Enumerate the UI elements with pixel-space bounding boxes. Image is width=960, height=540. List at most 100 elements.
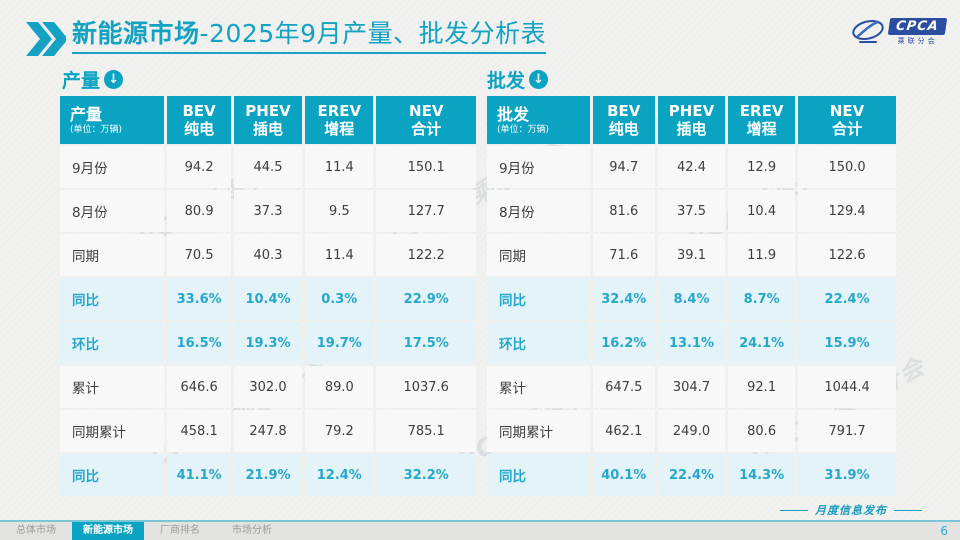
value-cell: 37.5 [657,190,726,232]
value-cell: 40.3 [233,234,303,276]
column-header-cell: BEV 纯电 [592,96,655,144]
row-label-cell: 同期累计 [60,410,165,452]
value-cell: 10.4% [233,278,303,320]
row-label-cell: 累计 [60,366,165,408]
page-title: 新能源市场-2025年9月产量、批发分析表 [72,19,547,54]
footer-label: 月度信息发布 [780,502,922,518]
value-cell: 42.4 [657,146,726,188]
value-cell: 32.2% [376,454,476,496]
value-cell: 92.1 [728,366,796,408]
value-cell: 21.9% [233,454,303,496]
value-cell: 80.9 [167,190,231,232]
value-cell: 11.9 [728,234,796,276]
value-cell: 247.8 [233,410,303,452]
row-label-cell: 同比 [60,278,165,320]
bottom-tab-bar: 总体市场 新能源市场 厂商排名 市场分析 [0,520,960,540]
value-cell: 32.4% [592,278,655,320]
row-label-cell: 8月份 [60,190,165,232]
down-arrow-icon: ↓ [529,70,549,89]
value-cell: 16.2% [592,322,655,364]
tab-4[interactable]: 市场分析 [232,525,272,536]
column-header-cell: NEV 合计 [376,96,476,144]
value-cell: 44.5 [233,146,303,188]
value-cell: 80.6 [728,410,796,452]
value-cell: 13.1% [657,322,726,364]
value-cell: 791.7 [798,410,896,452]
row-label-cell: 同期累计 [487,410,590,452]
value-cell: 22.4% [798,278,896,320]
value-cell: 122.2 [376,234,476,276]
row-label-cell: 同比 [60,454,165,496]
cpca-logo: CPCA 乘联分会 [851,18,948,46]
value-cell: 15.9% [798,322,896,364]
tab-2[interactable]: 新能源市场 [72,522,144,540]
value-cell: 302.0 [233,366,303,408]
tab-3[interactable]: 厂商排名 [160,525,200,536]
column-header-cell: PHEV 插电 [657,96,726,144]
value-cell: 12.4% [305,454,374,496]
section-label-text: 产量 [62,70,101,92]
row-label-cell: 同比 [487,454,590,496]
column-header-cell: NEV 合计 [798,96,896,144]
value-cell: 89.0 [305,366,374,408]
value-cell: 647.5 [592,366,655,408]
value-cell: 458.1 [167,410,231,452]
row-label-cell: 累计 [487,366,590,408]
value-cell: 22.4% [657,454,726,496]
footer-line [780,509,808,511]
value-cell: 1044.4 [798,366,896,408]
value-cell: 19.7% [305,322,374,364]
double-chevron-icon [26,22,66,56]
value-cell: 41.1% [167,454,231,496]
value-cell: 17.5% [376,322,476,364]
table-title-cell: 批发 (单位：万辆) [487,96,590,144]
value-cell: 646.6 [167,366,231,408]
row-label-cell: 同期 [60,234,165,276]
value-cell: 39.1 [657,234,726,276]
value-cell: 11.4 [305,146,374,188]
value-cell: 19.3% [233,322,303,364]
value-cell: 150.0 [798,146,896,188]
page-title-rest: -2025年9月产量、批发分析表 [199,19,547,48]
tab-1[interactable]: 总体市场 [16,525,56,536]
row-label-cell: 同比 [487,278,590,320]
value-cell: 22.9% [376,278,476,320]
logo-text: CPCA 乘联分会 [888,18,948,46]
value-cell: 462.1 [592,410,655,452]
column-header-cell: EREV 增程 [305,96,374,144]
row-label-cell: 9月份 [487,146,590,188]
wholesale-table: 批发 (单位：万辆) BEV 纯电 PHEV 插电 EREV 增程 NEV 合计 9月份 94.7 42… [487,96,896,496]
value-cell: 24.1% [728,322,796,364]
footer-line [894,509,922,511]
value-cell: 9.5 [305,190,374,232]
cpca-swoosh-icon [852,19,885,43]
value-cell: 127.7 [376,190,476,232]
row-label-cell: 环比 [60,322,165,364]
down-arrow-icon: ↓ [104,70,124,89]
value-cell: 129.4 [798,190,896,232]
row-label-cell: 9月份 [60,146,165,188]
value-cell: 79.2 [305,410,374,452]
value-cell: 33.6% [167,278,231,320]
row-label-cell: 同期 [487,234,590,276]
value-cell: 14.3% [728,454,796,496]
value-cell: 12.9 [728,146,796,188]
value-cell: 81.6 [592,190,655,232]
value-cell: 1037.6 [376,366,476,408]
value-cell: 8.7% [728,278,796,320]
value-cell: 70.5 [167,234,231,276]
table-title-cell: 产量 (单位：万辆) [60,96,165,144]
logo-wordmark: CPCA [888,18,948,35]
value-cell: 785.1 [376,410,476,452]
column-header-cell: PHEV 插电 [233,96,303,144]
row-label-cell: 8月份 [487,190,590,232]
value-cell: 71.6 [592,234,655,276]
section-label-wholesale: 批发 ↓ [487,66,549,93]
value-cell: 304.7 [657,366,726,408]
value-cell: 11.4 [305,234,374,276]
column-header-cell: EREV 增程 [728,96,796,144]
production-table: 产量 (单位：万辆) BEV 纯电 PHEV 插电 EREV 增程 NEV 合计 9月份 94.2 44… [60,96,476,496]
footer-label-text: 月度信息发布 [815,504,887,517]
page-title-highlight: 新能源市场 [72,19,200,48]
